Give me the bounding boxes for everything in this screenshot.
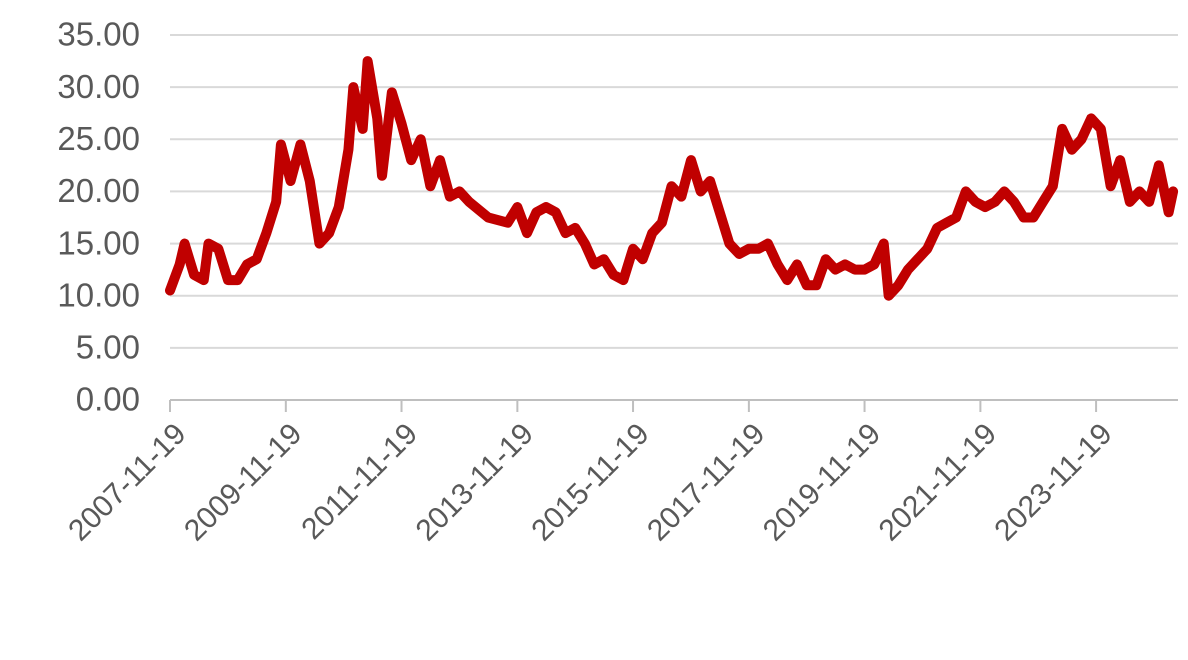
x-tick-label: 2019-11-19 xyxy=(757,417,887,547)
x-tick-label: 2011-11-19 xyxy=(295,417,424,546)
x-tick-label: 2023-11-19 xyxy=(988,417,1118,547)
x-tick-label: 2009-11-19 xyxy=(178,417,308,547)
y-tick-label: 15.00 xyxy=(57,224,140,261)
data-line xyxy=(165,56,1179,301)
x-tick-label: 2015-11-19 xyxy=(525,417,655,547)
y-tick-label: 5.00 xyxy=(76,329,140,366)
y-tick-label: 10.00 xyxy=(57,276,140,313)
y-tick-label: 35.00 xyxy=(57,16,140,53)
y-tick-label: 25.00 xyxy=(57,120,140,157)
x-tick-label: 2021-11-19 xyxy=(873,417,1003,547)
x-tick-label: 2007-11-19 xyxy=(62,417,192,547)
x-tick-label: 2017-11-19 xyxy=(641,417,771,547)
x-tick-label: 2013-11-19 xyxy=(410,417,540,547)
y-tick-label: 30.00 xyxy=(57,68,140,105)
y-tick-label: 0.00 xyxy=(76,381,140,418)
y-tick-label: 20.00 xyxy=(57,172,140,209)
